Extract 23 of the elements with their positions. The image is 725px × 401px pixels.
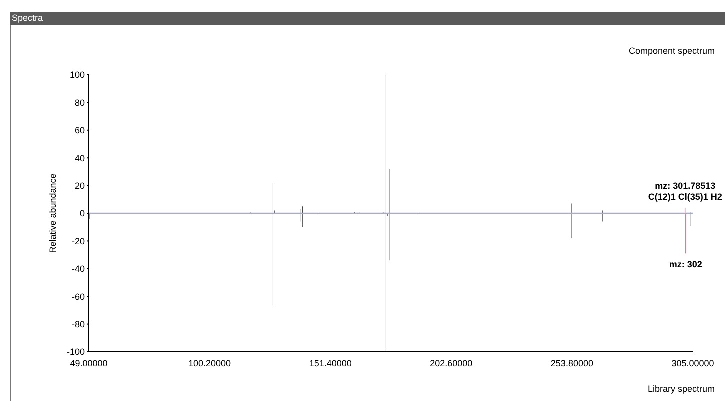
y-tick-label: -100 bbox=[66, 347, 85, 358]
y-tick-label: 80 bbox=[74, 98, 85, 108]
x-tick-label: 305.00000 bbox=[672, 358, 714, 368]
x-tick-label: 253.80000 bbox=[550, 358, 594, 368]
x-tick-label: 151.40000 bbox=[309, 358, 352, 368]
y-tick-label: 100 bbox=[70, 70, 85, 80]
y-axis-title: Relative abundance bbox=[48, 174, 58, 254]
y-tick-label: -60 bbox=[72, 292, 85, 302]
text: Component spectrum bbox=[628, 46, 715, 56]
y-tick-label: 20 bbox=[74, 180, 85, 191]
y-tick-label: 40 bbox=[74, 153, 85, 164]
chart-title: Spectra bbox=[10, 12, 725, 25]
y-tick-label: 0 bbox=[80, 208, 85, 219]
y-tick-label: -40 bbox=[72, 264, 85, 274]
x-tick-label: 49.00000 bbox=[70, 358, 108, 368]
x-tick-label: 100.20000 bbox=[188, 358, 232, 368]
annotation: mz: 302 bbox=[669, 260, 702, 270]
y-tick-label: -80 bbox=[72, 319, 85, 330]
text: Library spectrum bbox=[648, 384, 715, 394]
x-tick-label: 202.60000 bbox=[430, 358, 473, 368]
annotation: mz: 301.78513 C(12)1 Cl(35)1 H2 bbox=[648, 180, 722, 202]
y-tick-label: -20 bbox=[72, 236, 85, 246]
y-tick-label: 60 bbox=[74, 126, 85, 136]
